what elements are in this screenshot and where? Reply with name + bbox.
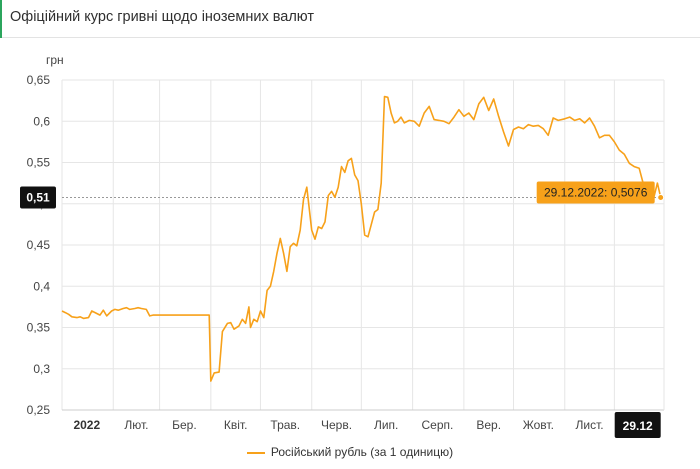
tooltip: 29.12.2022: 0,5076 [536,181,655,204]
hover-point [657,193,665,201]
x-tick-label: Жовт. [523,418,554,432]
chart-header: Офіційний курс гривні щодо іноземних вал… [0,0,700,38]
x-tick-label: Трав. [270,418,300,432]
legend[interactable]: Російський рубль (за 1 одиницю) [0,445,700,459]
y-tick-label: 0,45 [27,238,51,252]
x-tick-label: Черв. [321,418,352,432]
y-tick-label: 0,4 [33,279,50,293]
y-tick-label: 0,35 [27,321,51,335]
x-tick-label: Серп. [421,418,453,432]
x-tick-label: Вер. [476,418,501,432]
y-tick-label: 0,6 [33,114,50,128]
crosshair-y-value: 0,51 [26,190,50,204]
y-tick-label: 0,25 [27,403,51,417]
x-tick-label: 2022 [73,418,100,432]
y-tick-label: 0,65 [27,73,51,87]
x-tick-label: Лип. [374,418,398,432]
x-tick-label: Лют. [124,418,148,432]
y-axis-unit-label: грн [46,53,64,67]
legend-label: Російський рубль (за 1 одиницю) [270,445,454,459]
series-line-rub[interactable] [61,95,662,382]
x-axis-ticks: 2022 Лют. Бер. Квіт. Трав. Черв. Лип. Серп. Вер.… [73,418,603,432]
x-tick-label: Бер. [172,418,197,432]
grid-lines [61,79,665,411]
tooltip-text: 29.12.2022: 0,5076 [544,185,648,199]
y-axis-ticks: 0,250,30,350,40,450,50,550,60,65 [27,73,51,417]
x-tick-label: Лист. [576,418,604,432]
y-tick-label: 0,3 [33,362,50,376]
legend-line-swatch [246,451,265,454]
x-tick-label: Квіт. [224,418,248,432]
crosshair-x-badge: 29.12 [614,412,661,438]
y-tick-label: 0,55 [27,156,51,170]
crosshair-x-value: 29.12 [623,419,653,433]
crosshair-y-badge: 0,51 [20,186,56,209]
chart-title: Офіційний курс гривні щодо іноземних вал… [10,9,315,25]
